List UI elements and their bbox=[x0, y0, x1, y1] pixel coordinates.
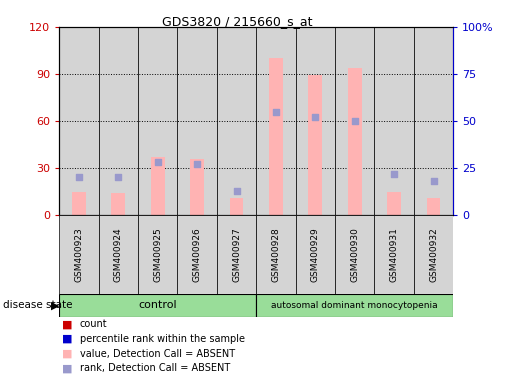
Bar bbox=[217, 215, 256, 294]
Text: GSM400923: GSM400923 bbox=[75, 227, 83, 282]
Bar bbox=[414, 27, 453, 215]
Bar bbox=[426, 198, 440, 215]
Bar bbox=[59, 215, 99, 294]
Text: rank, Detection Call = ABSENT: rank, Detection Call = ABSENT bbox=[80, 363, 230, 373]
Bar bbox=[256, 27, 296, 215]
Bar bbox=[177, 215, 217, 294]
Text: count: count bbox=[80, 319, 108, 329]
Point bbox=[114, 174, 123, 180]
Bar bbox=[296, 27, 335, 215]
Bar bbox=[190, 159, 204, 215]
Text: GSM400925: GSM400925 bbox=[153, 227, 162, 282]
Bar bbox=[72, 192, 86, 215]
Bar bbox=[138, 27, 177, 215]
Bar bbox=[138, 215, 177, 294]
Text: ■: ■ bbox=[62, 319, 72, 329]
Bar bbox=[348, 68, 362, 215]
Bar bbox=[59, 27, 98, 215]
Bar bbox=[151, 157, 165, 215]
Bar bbox=[296, 215, 335, 294]
Point bbox=[232, 187, 241, 194]
Text: ■: ■ bbox=[62, 363, 72, 373]
Text: value, Detection Call = ABSENT: value, Detection Call = ABSENT bbox=[80, 349, 235, 359]
Bar bbox=[217, 27, 256, 215]
Bar bbox=[414, 215, 453, 294]
Bar bbox=[374, 215, 414, 294]
Text: control: control bbox=[139, 300, 177, 310]
Text: disease state: disease state bbox=[3, 300, 72, 310]
Bar bbox=[256, 294, 453, 317]
Text: GSM400928: GSM400928 bbox=[271, 227, 280, 282]
Bar bbox=[335, 215, 374, 294]
Text: GDS3820 / 215660_s_at: GDS3820 / 215660_s_at bbox=[162, 15, 312, 28]
Point bbox=[75, 174, 83, 180]
Bar bbox=[374, 27, 414, 215]
Bar bbox=[98, 27, 138, 215]
Point bbox=[311, 114, 319, 120]
Bar bbox=[308, 76, 322, 215]
Text: ■: ■ bbox=[62, 349, 72, 359]
Bar bbox=[387, 192, 401, 215]
Point bbox=[430, 178, 438, 184]
Bar bbox=[256, 215, 296, 294]
Text: GSM400924: GSM400924 bbox=[114, 227, 123, 282]
Text: GSM400931: GSM400931 bbox=[390, 227, 399, 282]
Text: percentile rank within the sample: percentile rank within the sample bbox=[80, 334, 245, 344]
Bar bbox=[177, 27, 217, 215]
Point bbox=[351, 118, 359, 124]
Text: autosomal dominant monocytopenia: autosomal dominant monocytopenia bbox=[271, 301, 438, 310]
Point bbox=[153, 159, 162, 166]
Text: GSM400926: GSM400926 bbox=[193, 227, 201, 282]
Bar bbox=[335, 27, 374, 215]
Bar bbox=[99, 215, 138, 294]
Bar bbox=[111, 193, 125, 215]
Text: GSM400932: GSM400932 bbox=[429, 227, 438, 282]
Bar bbox=[269, 58, 283, 215]
Point bbox=[193, 161, 201, 167]
Bar bbox=[59, 294, 256, 317]
Point bbox=[272, 109, 280, 115]
Text: ■: ■ bbox=[62, 334, 72, 344]
Text: GSM400930: GSM400930 bbox=[350, 227, 359, 282]
Bar bbox=[230, 198, 244, 215]
Text: GSM400927: GSM400927 bbox=[232, 227, 241, 282]
Point bbox=[390, 170, 398, 177]
Text: GSM400929: GSM400929 bbox=[311, 227, 320, 282]
Text: ▶: ▶ bbox=[50, 300, 59, 310]
